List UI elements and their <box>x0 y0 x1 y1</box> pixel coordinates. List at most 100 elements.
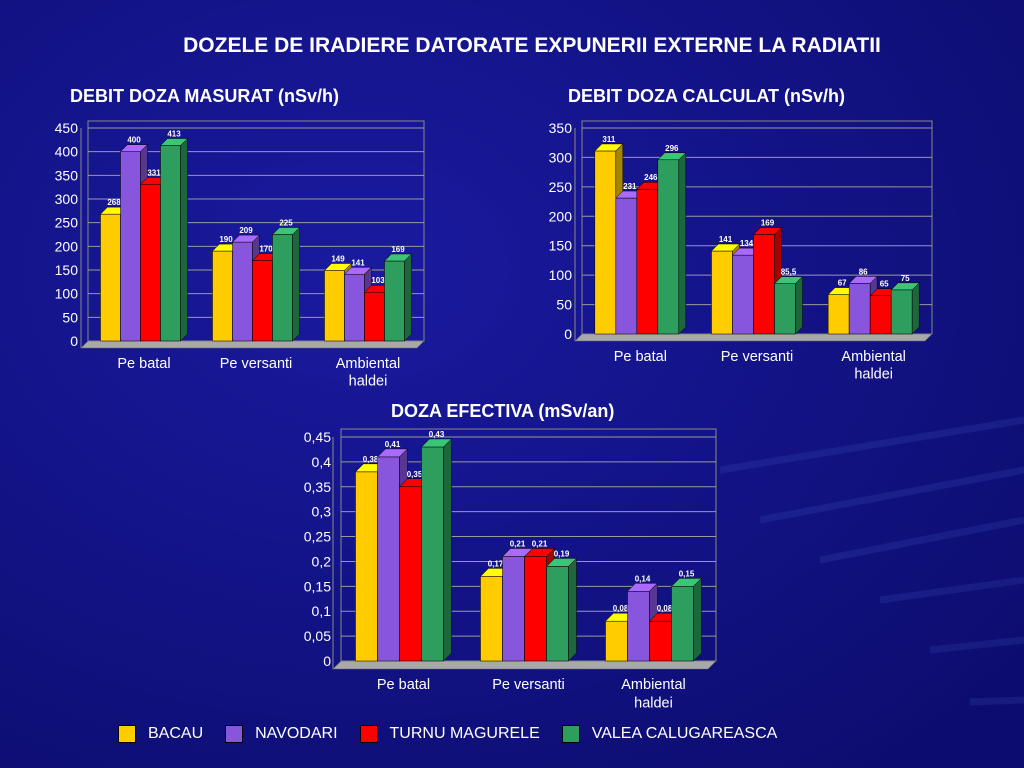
data-label: 190 <box>219 235 233 244</box>
legend-item-turnu-magurele: TURNU MAGURELE <box>359 725 540 743</box>
y-tick-label: 200 <box>55 238 79 254</box>
bar-valea-calugareasca-ambiental-haldei <box>670 577 703 662</box>
y-tick-label: 300 <box>55 191 79 207</box>
category-label: Pe versanti <box>492 677 565 693</box>
bar-valea-calugareasca-pe-batal <box>657 152 687 335</box>
bar-valea-calugareasca-pe-batal <box>420 438 453 662</box>
y-tick-label: 350 <box>55 167 79 183</box>
y-tick-label: 450 <box>55 120 79 136</box>
category-label: Ambiental haldei <box>336 356 400 390</box>
chart-3-title: DOZA EFECTIVA (mSv/an) <box>391 401 615 421</box>
bar-navodari-ambiental-haldei <box>626 582 659 662</box>
data-label: 0,41 <box>385 440 401 449</box>
y-tick-label: 0,2 <box>312 553 332 569</box>
data-label: 0,19 <box>554 549 570 558</box>
data-label: 413 <box>167 130 181 139</box>
category-label: Pe batal <box>117 356 170 372</box>
data-label: 0,21 <box>510 539 526 548</box>
bar-valea-calugareasca-pe-versanti <box>773 276 804 335</box>
bar-valea-calugareasca-ambiental-haldei <box>890 282 920 335</box>
data-label: 170 <box>259 245 273 254</box>
legend-label-bacau: BACAU <box>148 725 204 742</box>
y-tick-label: 0,4 <box>312 454 332 470</box>
y-tick-label: 100 <box>549 267 573 283</box>
y-tick-label: 100 <box>55 286 79 302</box>
bar-valea-calugareasca-pe-versanti <box>271 226 301 342</box>
data-label: 65 <box>880 280 889 289</box>
y-tick-label: 0 <box>70 333 78 349</box>
bar-valea-calugareasca-ambiental-haldei <box>383 253 413 342</box>
legend-swatch-navodari <box>225 725 244 743</box>
y-tick-label: 200 <box>549 208 573 224</box>
legend-swatch-valea-calugareasca <box>561 725 580 743</box>
data-label: 0,35 <box>407 470 423 479</box>
data-label: 0,21 <box>532 539 548 548</box>
y-tick-label: 0,1 <box>312 603 332 619</box>
data-label: 141 <box>719 235 733 244</box>
data-label: 149 <box>331 254 345 263</box>
category-label: Ambiental haldei <box>841 349 905 383</box>
data-label: 169 <box>391 245 405 254</box>
data-label: 209 <box>239 226 253 235</box>
y-tick-label: 400 <box>55 144 79 160</box>
y-tick-label: 150 <box>55 262 79 278</box>
legend-item-valea-calugareasca: VALEA CALUGAREASCA <box>561 725 778 743</box>
y-tick-label: 0 <box>564 326 572 342</box>
bar-valea-calugareasca-pe-versanti <box>545 557 578 662</box>
y-tick-label: 250 <box>55 215 79 231</box>
y-tick-label: 0,3 <box>312 504 332 520</box>
data-label: 0,15 <box>679 569 695 578</box>
slide-title: DOZELE DE IRADIERE DATORATE EXPUNERII EX… <box>183 34 881 57</box>
data-label: 134 <box>740 239 754 248</box>
data-label: 0,38 <box>363 455 379 464</box>
y-tick-label: 150 <box>549 238 573 254</box>
category-label: Pe versanti <box>721 349 794 365</box>
legend-swatch-bacau <box>118 725 136 743</box>
y-tick-label: 350 <box>549 120 573 136</box>
chart-2-title: DEBIT DOZA CALCULAT (nSv/h) <box>568 86 845 106</box>
legend-label-valea-calugareasca: VALEA CALUGAREASCA <box>591 725 778 742</box>
chart-1-title: DEBIT DOZA MASURAT (nSv/h) <box>70 86 339 106</box>
category-label: Pe batal <box>377 677 430 693</box>
y-tick-label: 300 <box>549 149 573 165</box>
data-label: 225 <box>279 219 293 228</box>
y-tick-label: 0 <box>323 653 331 669</box>
category-label: Ambiental haldei <box>621 677 685 712</box>
legend-item-bacau: BACAU <box>118 725 203 743</box>
data-label: 75 <box>901 274 910 283</box>
data-label: 0,43 <box>429 430 445 439</box>
data-label: 400 <box>127 136 141 145</box>
data-label: 0,14 <box>635 574 651 583</box>
category-label: Pe batal <box>614 349 667 365</box>
y-tick-label: 50 <box>556 297 572 313</box>
data-label: 231 <box>623 182 637 191</box>
data-label: 85,5 <box>781 268 797 277</box>
y-tick-label: 50 <box>62 309 78 325</box>
data-label: 103 <box>371 276 385 285</box>
data-label: 331 <box>147 168 161 177</box>
legend-item-navodari: NAVODARI <box>225 725 338 743</box>
bar-valea-calugareasca-pe-batal <box>159 137 189 342</box>
data-label: 246 <box>644 173 658 182</box>
data-label: 311 <box>602 135 615 144</box>
legend-label-navodari: NAVODARI <box>255 725 338 742</box>
legend-label-turnu-magurele: TURNU MAGURELE <box>389 725 540 742</box>
chart-floor <box>574 333 933 342</box>
data-label: 0,08 <box>657 604 673 613</box>
y-tick-label: 0,45 <box>304 429 331 445</box>
data-label: 0,17 <box>488 559 504 568</box>
data-label: 86 <box>859 267 868 276</box>
data-label: 67 <box>838 279 847 288</box>
legend-swatch-turnu-magurele <box>359 725 378 743</box>
data-label: 296 <box>665 144 679 153</box>
data-label: 0,08 <box>613 604 629 613</box>
y-tick-label: 0,05 <box>304 628 331 644</box>
data-label: 169 <box>761 219 775 228</box>
legend: BACAU NAVODARI TURNU MAGURELE VALEA CALU… <box>118 722 799 746</box>
chart-floor <box>332 660 717 670</box>
y-tick-label: 0,25 <box>304 529 331 545</box>
data-label: 268 <box>107 198 121 207</box>
